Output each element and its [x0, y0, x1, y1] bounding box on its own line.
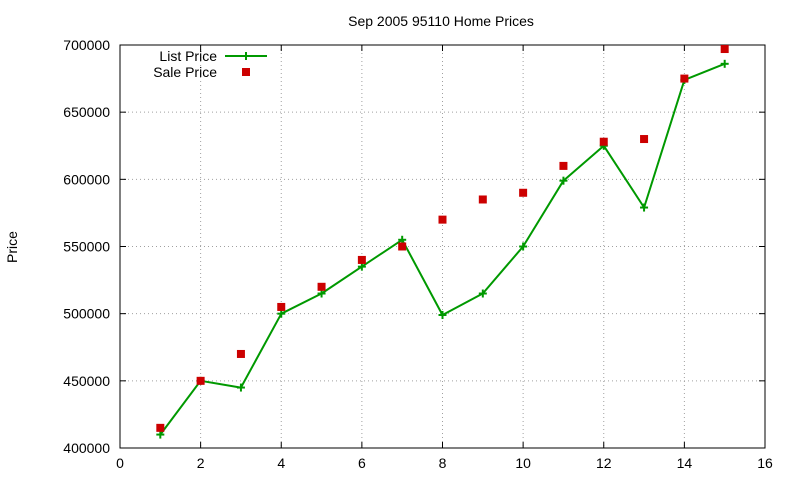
- sale-price-point: [438, 215, 447, 224]
- axis-ticks: 0 2 4 6 8 10 12 14 16 400000 450000 500000 550000 600…: [63, 37, 773, 471]
- list-price-point: [317, 289, 326, 298]
- sale-price-point: [640, 135, 649, 144]
- sale-price-point: [680, 74, 689, 83]
- list-price-point: [357, 262, 366, 271]
- legend-label: Sale Price: [153, 64, 217, 80]
- y-tick-label: 550000: [63, 239, 110, 255]
- y-tick-label: 650000: [63, 104, 110, 120]
- plot-frame: [119, 44, 766, 449]
- list-price-point: [156, 430, 165, 439]
- sale-price-point: [317, 282, 326, 291]
- list-price-point: [519, 242, 528, 251]
- sale-price-point: [398, 242, 407, 251]
- list-price-point: [398, 235, 407, 244]
- list-price-point: [720, 59, 729, 68]
- sale-price-point: [357, 255, 366, 264]
- grid-lines: [120, 45, 765, 448]
- sale-price-point: [236, 349, 245, 358]
- x-tick-label: 12: [596, 455, 612, 471]
- y-tick-label: 600000: [63, 171, 110, 187]
- x-tick-label: 6: [358, 455, 366, 471]
- sale-price-point: [478, 195, 487, 204]
- sale-price-point: [196, 376, 205, 385]
- x-tick-label: 10: [515, 455, 531, 471]
- y-tick-label: 700000: [63, 37, 110, 53]
- y-tick-label: 450000: [63, 373, 110, 389]
- sale-price-point: [559, 161, 568, 170]
- sale-price-point: [277, 302, 286, 311]
- list-price-point: [277, 309, 286, 318]
- legend-square-swatch: [242, 68, 250, 76]
- sale-price-point: [519, 188, 528, 197]
- x-tick-label: 8: [439, 455, 447, 471]
- series-layer: [156, 45, 729, 439]
- x-tick-label: 14: [677, 455, 693, 471]
- sale-price-point: [156, 423, 165, 432]
- sale-price-point: [720, 45, 729, 54]
- x-tick-label: 0: [116, 455, 124, 471]
- list-price-point: [559, 176, 568, 185]
- list-price-point: [438, 311, 447, 320]
- list-price-point: [478, 289, 487, 298]
- y-axis-label: Price: [4, 231, 20, 263]
- legend-label: List Price: [159, 48, 217, 64]
- x-tick-label: 16: [757, 455, 773, 471]
- x-tick-label: 2: [197, 455, 205, 471]
- x-tick-label: 4: [277, 455, 285, 471]
- sale-price-point: [599, 137, 608, 146]
- list-price-point: [236, 383, 245, 392]
- chart-title: Sep 2005 95110 Home Prices: [348, 13, 534, 29]
- y-tick-label: 400000: [63, 440, 110, 456]
- list-price-point: [640, 203, 649, 212]
- y-tick-label: 500000: [63, 306, 110, 322]
